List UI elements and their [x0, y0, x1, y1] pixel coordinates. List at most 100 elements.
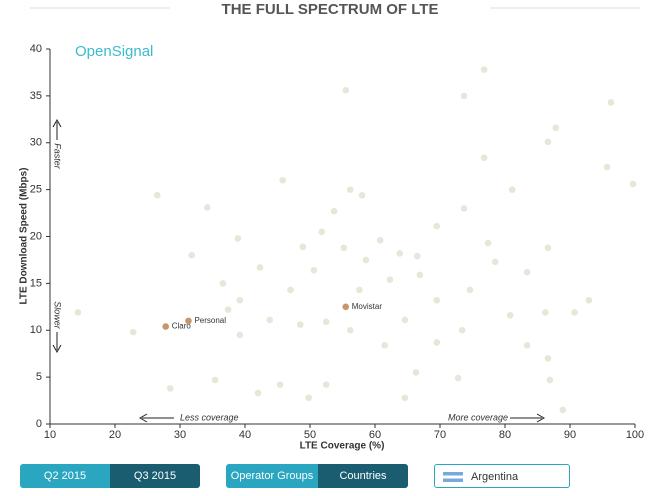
- background-point: [358, 191, 366, 199]
- flag-icon: [443, 472, 463, 482]
- background-point: [305, 394, 313, 402]
- background-point: [607, 99, 615, 106]
- background-point: [458, 326, 466, 334]
- background-point: [204, 204, 211, 211]
- background-point: [401, 394, 409, 402]
- background-point: [310, 266, 318, 274]
- operator-point: [185, 317, 192, 325]
- y-tick-label: 30: [30, 137, 42, 149]
- background-point: [276, 381, 284, 388]
- arrow: [52, 118, 62, 140]
- x-tick-label: 50: [304, 429, 316, 441]
- background-point: [347, 186, 354, 193]
- background-point: [544, 244, 552, 252]
- background-point: [416, 271, 424, 279]
- background-point: [219, 280, 227, 287]
- point-label: Personal: [194, 316, 226, 325]
- background-point: [571, 309, 578, 316]
- background-point: [287, 286, 294, 294]
- background-point: [433, 339, 441, 346]
- brand: OpenSignal: [75, 43, 153, 60]
- x-axis-label: LTE Coverage (%): [300, 441, 385, 452]
- y-tick-label: 0: [36, 418, 42, 430]
- background-point: [266, 316, 274, 324]
- background-point: [342, 86, 350, 94]
- background-point: [254, 389, 262, 397]
- background-point: [347, 326, 354, 334]
- annotation: Slower: [53, 301, 63, 330]
- background-point: [396, 250, 404, 257]
- operator-point: [162, 323, 169, 330]
- background-point: [236, 331, 244, 339]
- x-tick-label: 80: [499, 429, 511, 441]
- background-point: [153, 191, 161, 199]
- period-button[interactable]: Q3 2015: [110, 464, 200, 488]
- background-point: [322, 318, 330, 326]
- operator-point: [342, 303, 350, 311]
- period-button[interactable]: Q2 2015: [20, 464, 110, 488]
- background-point: [480, 66, 488, 73]
- background-point: [552, 124, 559, 132]
- chart-title: THE FULL SPECTRUM OF LTE: [222, 1, 439, 18]
- background-point: [542, 309, 549, 316]
- background-point: [460, 205, 468, 212]
- x-tick-label: 30: [174, 429, 186, 441]
- background-point: [508, 186, 516, 193]
- background-point: [401, 316, 409, 324]
- background-point: [211, 376, 219, 384]
- y-tick-label: 35: [30, 90, 42, 102]
- y-tick-label: 5: [36, 371, 42, 383]
- x-tick-label: 60: [369, 429, 381, 441]
- background-point: [544, 138, 552, 146]
- background-point: [236, 296, 244, 304]
- background-point: [129, 328, 137, 336]
- background-point: [546, 376, 554, 384]
- arrow: [510, 413, 546, 423]
- background-point: [318, 228, 326, 236]
- background-point: [224, 306, 232, 313]
- background-point: [362, 256, 370, 264]
- background-point: [330, 207, 338, 215]
- background-point: [585, 296, 593, 304]
- background-point: [523, 268, 531, 276]
- annotation: Less coverage: [180, 412, 239, 422]
- background-point: [256, 264, 264, 271]
- background-point: [559, 406, 567, 414]
- background-point: [166, 385, 174, 392]
- x-tick-label: 90: [564, 429, 576, 441]
- arrow: [138, 413, 174, 423]
- y-axis-label: LTE Download Speed (Mbps): [19, 167, 30, 304]
- x-tick-label: 20: [109, 429, 121, 441]
- background-point: [356, 286, 363, 294]
- grouping-button[interactable]: Countries: [318, 464, 408, 488]
- y-tick-label: 10: [30, 324, 42, 336]
- background-point: [460, 92, 468, 100]
- y-tick-label: 15: [30, 277, 42, 289]
- country-select[interactable]: Argentina: [434, 464, 570, 488]
- annotation: Faster: [53, 143, 63, 170]
- background-point: [629, 180, 637, 188]
- background-point: [234, 235, 242, 242]
- y-tick-label: 20: [30, 230, 42, 242]
- arrow: [52, 332, 62, 354]
- y-tick-label: 40: [30, 43, 42, 55]
- point-label: Movistar: [352, 302, 383, 311]
- x-tick-label: 40: [239, 429, 251, 441]
- background-point: [480, 154, 488, 162]
- background-point: [454, 374, 462, 382]
- background-point: [296, 321, 304, 328]
- background-point: [376, 236, 384, 244]
- background-point: [433, 222, 441, 230]
- grouping-button[interactable]: Operator Groups: [226, 464, 318, 488]
- x-tick-label: 100: [626, 429, 644, 441]
- y-tick-label: 25: [30, 184, 42, 196]
- background-point: [381, 341, 389, 349]
- background-point: [484, 239, 492, 247]
- x-tick-label: 70: [434, 429, 446, 441]
- x-tick-label: 10: [44, 429, 56, 441]
- background-point: [413, 252, 421, 260]
- background-point: [412, 369, 420, 376]
- background-point: [322, 381, 330, 388]
